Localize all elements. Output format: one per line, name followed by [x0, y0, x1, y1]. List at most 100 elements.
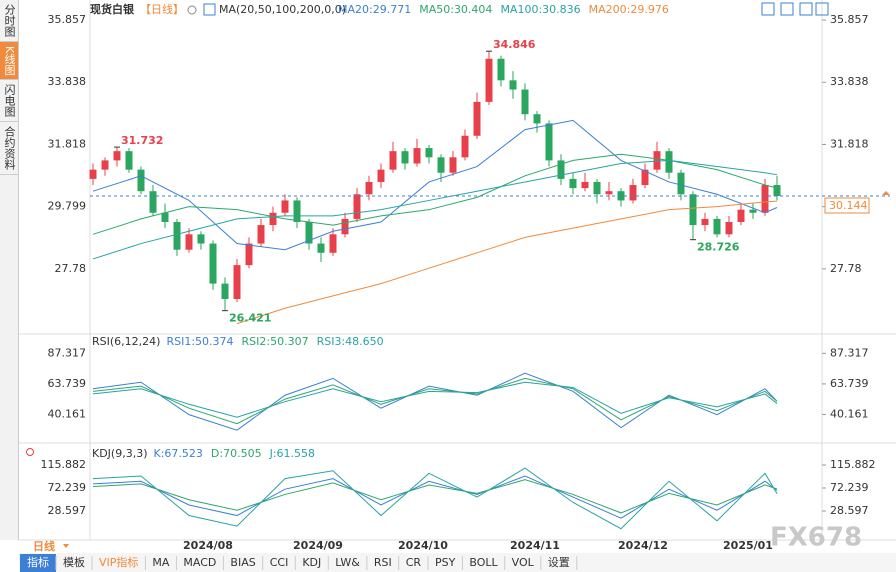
icon[interactable] — [761, 2, 775, 16]
y-tick-label-right: 40.161 — [830, 407, 869, 420]
candle-body — [233, 265, 241, 299]
toolbar-item[interactable]: CR — [406, 556, 422, 569]
legend-entry: MA50:30.404 — [419, 3, 492, 16]
annotation: 26.421 — [229, 312, 271, 325]
icon[interactable] — [799, 2, 813, 16]
indicator-line — [92, 479, 778, 514]
indicator-line — [92, 372, 778, 431]
x-tick-label: 2025/01 — [723, 539, 773, 552]
candle-body — [149, 191, 157, 213]
watermark: FX678 — [770, 523, 862, 553]
toolbar-item[interactable]: BIAS — [230, 556, 255, 569]
tab[interactable]: 分时图 — [0, 0, 18, 42]
candle-body — [377, 169, 385, 182]
period-select[interactable]: 日线 — [33, 539, 55, 553]
candle-body — [605, 191, 613, 195]
toolbar-item[interactable]: BOLL — [469, 556, 498, 569]
panel-title: RSI(6,12,24) — [92, 335, 160, 348]
candle-body — [137, 169, 145, 192]
sidebar: 分时图 K线图 闪电图 合约资料 — [0, 0, 19, 540]
ma-icon[interactable] — [203, 3, 216, 16]
window-icons — [761, 2, 829, 16]
x-tick-label: 2024/12 — [618, 539, 668, 552]
add-icon[interactable] — [187, 5, 197, 15]
y-tick-label: 87.317 — [48, 346, 87, 359]
toolbar-item[interactable]: MACD — [183, 556, 216, 569]
candle-body — [449, 157, 457, 173]
candle-body — [557, 160, 565, 179]
tab[interactable]: 合约资料 — [0, 122, 18, 176]
candle-body — [509, 80, 517, 90]
toolbar-active — [20, 554, 56, 572]
tab[interactable]: K线图 — [0, 42, 18, 81]
indicator-line — [92, 153, 778, 235]
annotation: 34.846 — [493, 38, 536, 51]
candle-body — [533, 114, 541, 124]
icon[interactable] — [815, 2, 829, 16]
indicator-line — [92, 467, 778, 530]
toolbar-item[interactable]: 设置 — [548, 556, 570, 569]
settings-icon[interactable] — [26, 448, 34, 456]
ma-def: MA(20,50,100,200,0,0) — [219, 3, 346, 16]
candle-body — [389, 151, 397, 170]
legend-entry: K:67.523 — [154, 447, 203, 460]
toolbar-item[interactable]: MA — [152, 556, 169, 569]
toolbar-item[interactable]: VIP指标 — [99, 555, 138, 569]
candle-body — [365, 181, 373, 195]
candle-body — [473, 101, 481, 136]
candle-body — [341, 218, 349, 235]
toolbar-item[interactable]: RSI — [374, 556, 392, 569]
toolbar-item[interactable]: LW& — [335, 556, 360, 569]
candle-body — [689, 194, 697, 226]
y-tick-label-right: 33.838 — [830, 75, 869, 88]
toolbar-item[interactable]: 模板 — [63, 555, 85, 569]
toolbar-item[interactable]: 指标 — [27, 555, 49, 569]
y-tick-label: 27.78 — [55, 262, 87, 275]
y-tick-label-right: 28.597 — [830, 504, 869, 517]
toolbar-item[interactable]: CCI — [270, 556, 289, 569]
toolbar-item[interactable]: VOL — [512, 556, 535, 569]
candle-body — [329, 234, 337, 253]
candle-body — [677, 172, 685, 195]
y-tick-label: 115.882 — [41, 458, 87, 471]
period: 【日线】 — [140, 2, 184, 16]
y-tick-label: 31.818 — [48, 137, 87, 150]
candle-body — [665, 151, 673, 173]
y-tick-label-right: 63.739 — [830, 377, 869, 390]
toolbar-item[interactable]: KDJ — [302, 556, 321, 569]
candle-body — [485, 58, 493, 102]
candle-body — [497, 58, 505, 81]
candle-body — [257, 225, 265, 244]
candle-body — [401, 151, 409, 164]
icon[interactable] — [780, 2, 794, 16]
candle-body — [305, 221, 313, 244]
candle-body — [413, 148, 421, 164]
candle-body — [653, 151, 661, 170]
x-tick-label: 2024/09 — [293, 539, 343, 552]
candle-body — [281, 200, 289, 213]
frame — [19, 0, 896, 541]
last-price-box — [824, 197, 870, 214]
indicator-line — [92, 119, 778, 251]
candle-body — [581, 181, 589, 189]
last-price-arrow — [882, 191, 890, 196]
legend-entry: MA200:29.976 — [589, 3, 669, 16]
candle-body — [713, 218, 721, 235]
candle-body — [89, 169, 97, 179]
candle-body — [293, 200, 301, 222]
candle-body — [173, 221, 181, 250]
legend-entry: RSI2:50.307 — [242, 335, 309, 348]
toolbar-item[interactable]: PSY — [435, 556, 456, 569]
legend-entry: RSI1:50.374 — [166, 335, 233, 348]
y-tick-label-right: 27.78 — [830, 262, 862, 275]
candle-body — [437, 157, 445, 173]
candle-body — [197, 234, 205, 244]
candle-body — [725, 221, 733, 235]
annotation: 31.732 — [121, 134, 163, 147]
legend-entry: RSI3:48.650 — [317, 335, 384, 348]
tab[interactable]: 闪电图 — [0, 80, 18, 123]
candle-body — [773, 185, 781, 197]
annotation: 28.726 — [697, 241, 740, 254]
